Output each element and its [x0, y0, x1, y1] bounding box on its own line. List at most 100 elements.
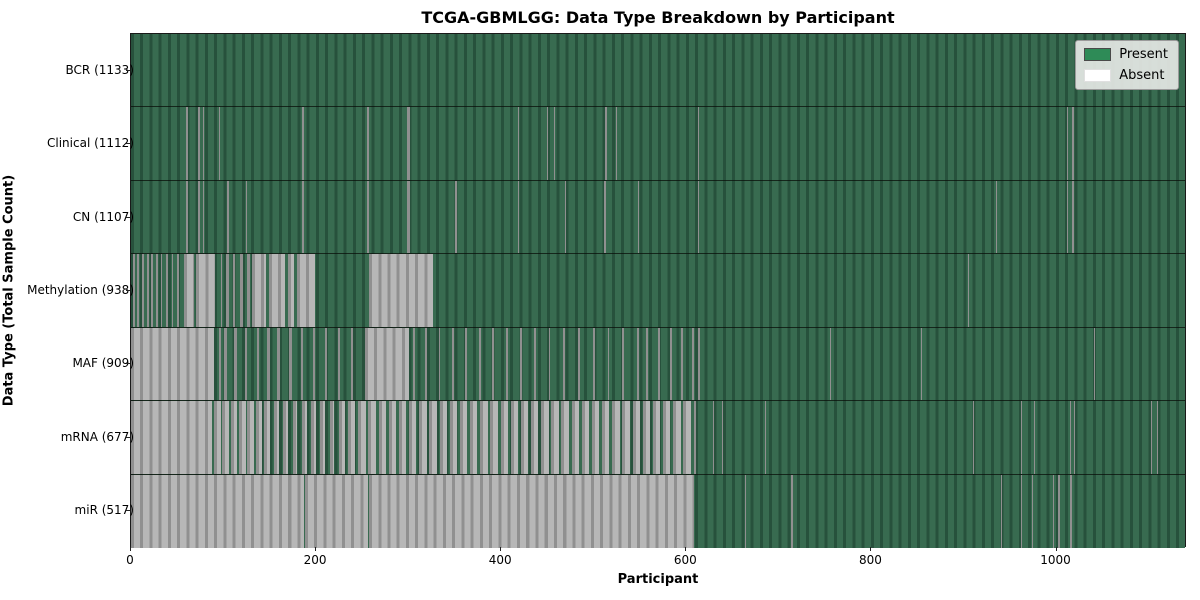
absent-segment [470, 401, 478, 474]
absent-segment [602, 401, 610, 474]
absent-segment [234, 327, 238, 401]
absent-segment [438, 327, 441, 401]
absent-segment [920, 327, 922, 401]
absent-segment [510, 401, 519, 474]
plot-area: Present Absent [130, 33, 1186, 548]
absent-segment [673, 401, 681, 474]
absent-segment [409, 401, 417, 474]
y-axis-label: Data Type (Total Sample Count) [1, 174, 17, 407]
absent-segment [565, 180, 567, 254]
absent-segment [203, 107, 205, 180]
absent-segment [698, 107, 700, 180]
absent-segment [255, 401, 263, 474]
absent-swatch [1084, 69, 1112, 82]
y-tick-mark [126, 436, 130, 438]
absent-segment [492, 327, 495, 401]
row-mrna [131, 401, 1185, 475]
absent-segment [367, 107, 369, 180]
x-tick-label: 400 [488, 553, 512, 567]
absent-segment [160, 254, 163, 327]
y-tick-mark [126, 69, 130, 71]
absent-segment [519, 327, 522, 401]
absent-segment [368, 401, 376, 474]
absent-segment [304, 474, 369, 548]
absent-segment [548, 327, 551, 401]
absent-segment [764, 401, 766, 474]
absent-segment [1074, 401, 1076, 474]
absent-segment [1031, 474, 1033, 548]
absent-segment [637, 327, 640, 401]
absent-segment [455, 180, 458, 254]
x-axis-label: Participant [617, 572, 699, 587]
absent-segment [480, 401, 488, 474]
absent-segment [218, 327, 221, 401]
present-swatch [1084, 48, 1112, 61]
absent-segment [1093, 327, 1095, 401]
absent-segment [693, 401, 697, 474]
absent-segment [288, 327, 292, 401]
absent-segment [407, 107, 410, 180]
absent-segment [369, 254, 434, 327]
row-cn [131, 180, 1185, 255]
absent-segment [691, 327, 695, 401]
absent-segment [131, 327, 215, 401]
absent-segment [218, 107, 220, 180]
absent-segment [429, 401, 437, 474]
absent-segment [722, 401, 724, 474]
absent-segment [311, 401, 316, 474]
absent-segment [642, 401, 651, 474]
chart-title: TCGA-GBMLGG: Data Type Breakdown by Part… [421, 8, 895, 27]
absent-segment [177, 254, 180, 327]
absent-segment [268, 254, 286, 327]
absent-segment [301, 180, 304, 254]
legend: Present Absent [1075, 40, 1179, 90]
absent-segment [171, 254, 174, 327]
absent-segment [183, 254, 194, 327]
absent-segment [240, 254, 243, 327]
absent-segment [1066, 107, 1068, 180]
absent-segment [632, 401, 640, 474]
absent-segment [1150, 401, 1152, 474]
absent-segment [226, 254, 229, 327]
absent-segment [646, 327, 649, 401]
absent-segment [146, 254, 149, 327]
absent-segment [312, 327, 315, 401]
absent-segment [622, 401, 630, 474]
absent-segment [1069, 401, 1071, 474]
absent-segment [1157, 401, 1159, 474]
absent-segment [1052, 474, 1055, 548]
y-tick-mark [126, 290, 130, 291]
x-tick-mark [870, 547, 872, 551]
absent-segment [1072, 107, 1075, 180]
x-tick-mark [315, 547, 317, 551]
legend-present-label: Present [1119, 47, 1168, 62]
absent-segment [591, 401, 600, 474]
absent-segment [1070, 474, 1073, 548]
absent-segment [166, 254, 168, 327]
absent-segment [142, 254, 144, 327]
absent-segment [669, 327, 673, 401]
absent-segment [578, 327, 580, 401]
absent-segment [412, 327, 415, 401]
absent-segment [364, 327, 410, 401]
absent-segment [239, 401, 246, 474]
x-tick-mark [1055, 547, 1057, 551]
absent-segment [439, 401, 447, 474]
absent-segment [195, 254, 216, 327]
y-tick-label: Clinical (1112) [47, 136, 134, 151]
absent-segment [533, 327, 536, 401]
row-mir [131, 474, 1185, 548]
x-tick-mark [130, 547, 131, 551]
row-maf [131, 327, 1185, 402]
absent-segment [424, 327, 427, 401]
absent-segment [264, 401, 270, 474]
absent-segment [592, 327, 595, 401]
absent-segment [301, 107, 304, 180]
row-clinical [131, 107, 1185, 181]
absent-segment [288, 254, 295, 327]
absent-segment [607, 327, 610, 401]
absent-segment [203, 180, 205, 254]
absent-segment [1072, 180, 1075, 254]
absent-segment [546, 107, 548, 180]
absent-segment [581, 401, 590, 474]
